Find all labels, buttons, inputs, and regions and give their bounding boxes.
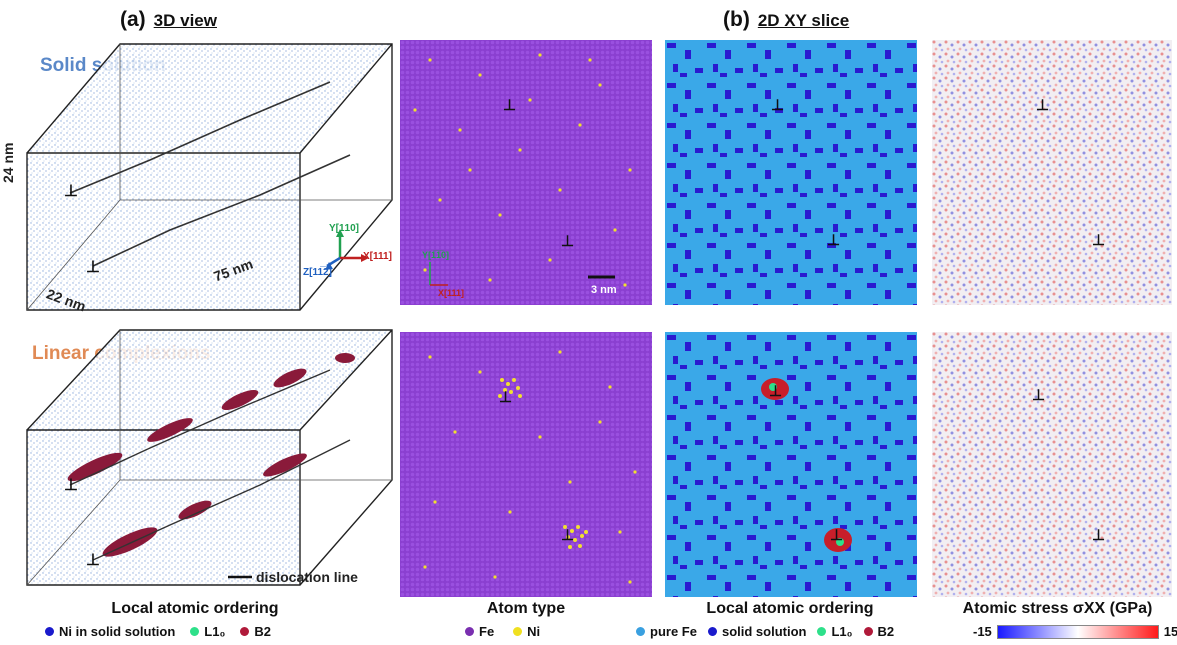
panel-a-heading: (a) 3D view — [120, 8, 217, 32]
box-3d-solid-solution: ⊥ ⊥ — [0, 30, 395, 320]
svg-text:⊥: ⊥ — [561, 233, 574, 250]
legend-dot-l10-2d — [817, 627, 827, 636]
legend-2d: pure Fe solid solution L1₀ B2 — [636, 624, 894, 639]
panel-atom-type-top: ⊥ ⊥ 3 nm Y[1̅1̅0] X[111] — [400, 40, 652, 305]
axis-2d-y: Y[1̅1̅0] — [422, 250, 450, 260]
svg-text:⊥: ⊥ — [499, 389, 512, 406]
panel-a-title: 3D view — [153, 11, 217, 30]
legend-dot-b2 — [240, 627, 250, 636]
panel-b-title: 2D XY slice — [757, 11, 850, 30]
legend-dot-ni — [45, 627, 54, 636]
caption-local-ordering-3d: Local atomic ordering — [111, 600, 279, 617]
colorbar — [996, 624, 1159, 639]
svg-text:⊥: ⊥ — [64, 477, 78, 494]
svg-text:⊥: ⊥ — [1032, 387, 1045, 404]
svg-text:⊥: ⊥ — [771, 97, 784, 114]
svg-text:⊥: ⊥ — [561, 527, 574, 544]
legend-dot-l10 — [190, 627, 200, 636]
legend-2d-l10: L1₀ — [831, 624, 853, 639]
panel-atom-type-bottom: ⊥ ⊥ — [400, 332, 652, 597]
svg-text:⊥: ⊥ — [830, 527, 843, 544]
caption-atom-type: Atom type — [486, 600, 566, 617]
panel-local-ordering-top: ⊥ ⊥ — [665, 40, 917, 305]
legend-2d-b2: B2 — [877, 624, 895, 639]
scale-bar-label: 3 nm — [591, 284, 617, 296]
svg-text:⊥: ⊥ — [1036, 97, 1049, 114]
caption-atomic-stress: Atomic stress σXX (GPa) — [962, 600, 1153, 617]
panel-b-heading: (b) 2D XY slice — [723, 8, 849, 32]
legend-atom-type: Fe Ni — [465, 624, 540, 639]
axis-2d-x: X[111] — [438, 288, 465, 298]
dim-height: 24 nm — [0, 142, 16, 183]
svg-text:⊥: ⊥ — [86, 552, 100, 569]
axis-3d-y: Y[1̅1̅0] — [329, 223, 360, 234]
colorbar-min: -15 — [973, 624, 992, 639]
svg-text:⊥: ⊥ — [503, 97, 516, 114]
box-3d-linear-svg: ⊥ ⊥ — [26, 329, 393, 586]
panel-stress-top: ⊥ ⊥ — [932, 40, 1172, 305]
legend-fe: Fe — [479, 624, 495, 639]
svg-text:⊥: ⊥ — [827, 232, 840, 249]
legend-dot-pure-fe — [636, 627, 645, 636]
legend-ni: Ni — [527, 624, 541, 639]
axes-3d-triad: Y[1̅1̅0] X[111] Z[11̅2̅] — [303, 223, 398, 283]
svg-text:⊥: ⊥ — [64, 183, 78, 200]
axis-3d-z: Z[11̅2̅] — [303, 267, 332, 278]
box-3d-solid-svg: ⊥ ⊥ — [26, 43, 393, 311]
panel-local-ordering-bottom: ⊥ ⊥ — [665, 332, 917, 597]
colorbar-legend: -15 15 — [973, 624, 1177, 639]
legend-3d: Ni in solid solution L1₀ B2 — [45, 624, 271, 639]
dislocation-line-label: dislocation line — [256, 569, 358, 585]
panel-a-letter: (a) — [120, 8, 146, 31]
axis-3d-x: X[111] — [363, 251, 392, 262]
legend-3d-b2: B2 — [254, 624, 271, 639]
legend-2d-pure-fe: pure Fe — [650, 624, 697, 639]
svg-text:⊥: ⊥ — [1092, 527, 1105, 544]
legend-dot-ss — [707, 627, 717, 636]
svg-text:⊥: ⊥ — [769, 383, 782, 400]
legend-2d-ss: solid solution — [721, 624, 807, 639]
legend-dot-b2-2d — [863, 627, 873, 636]
caption-local-ordering-2d: Local atomic ordering — [706, 600, 874, 617]
legend-dot-ni-atom — [513, 627, 523, 636]
svg-text:⊥: ⊥ — [86, 259, 100, 276]
panel-stress-bottom: ⊥ ⊥ — [932, 332, 1172, 597]
colorbar-max: 15 — [1163, 624, 1177, 639]
legend-3d-l10: L1₀ — [204, 624, 226, 639]
box-3d-linear-complexions: ⊥ ⊥ — [0, 320, 395, 595]
panel-b-letter: (b) — [723, 8, 750, 31]
legend-3d-ni: Ni in solid solution — [59, 624, 176, 639]
legend-dot-fe — [465, 627, 474, 636]
svg-text:⊥: ⊥ — [1092, 232, 1105, 249]
